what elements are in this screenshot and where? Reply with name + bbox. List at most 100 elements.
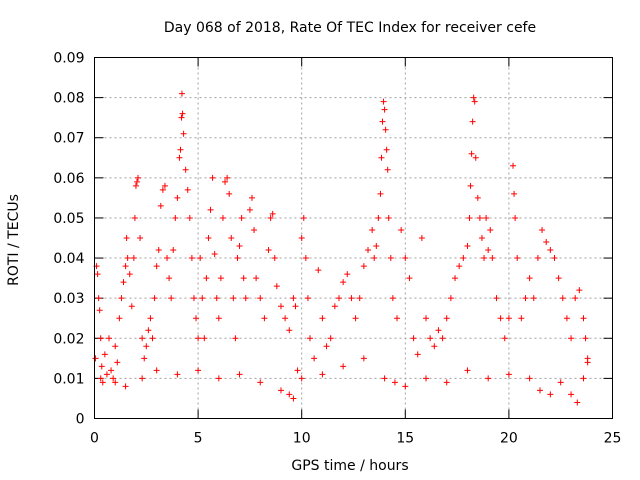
data-point <box>470 94 477 101</box>
data-point <box>456 263 463 270</box>
data-point <box>512 214 519 221</box>
data-point <box>381 375 388 382</box>
data-point <box>108 367 115 374</box>
y-tick-label: 0.07 <box>53 131 84 147</box>
data-point <box>410 335 417 342</box>
data-point <box>205 235 212 241</box>
data-point <box>526 375 533 382</box>
data-point <box>172 214 179 221</box>
data-point <box>435 327 442 334</box>
x-tick-label: 20 <box>500 431 518 447</box>
data-point <box>261 315 268 322</box>
data-point <box>574 399 581 406</box>
data-point <box>236 243 243 250</box>
data-point <box>369 226 376 233</box>
data-point <box>505 315 512 322</box>
data-point <box>398 226 405 233</box>
data-point <box>186 214 193 221</box>
data-point <box>323 343 330 350</box>
data-point <box>547 391 554 398</box>
data-point <box>501 335 508 342</box>
data-point <box>530 295 537 302</box>
data-point <box>380 98 387 105</box>
data-point <box>406 275 413 282</box>
y-tick-labels: 0 0.01 0.02 0.03 0.04 0.05 0.06 0.07 0.08 0.09 <box>53 51 84 428</box>
data-point <box>153 367 160 374</box>
data-point <box>557 379 564 386</box>
data-point <box>133 178 140 185</box>
data-point <box>257 295 264 302</box>
data-point <box>197 255 204 262</box>
data-point <box>539 226 546 233</box>
x-tick-label: 25 <box>604 431 622 447</box>
data-point <box>94 271 101 278</box>
data-point <box>137 235 144 241</box>
data-point <box>472 154 479 161</box>
data-point <box>467 182 474 189</box>
data-point <box>226 190 233 197</box>
data-point <box>294 367 301 374</box>
data-point <box>340 363 347 370</box>
data-point <box>460 255 467 262</box>
data-point <box>118 295 125 302</box>
data-point <box>193 315 200 322</box>
data-point <box>286 327 293 334</box>
data-point <box>485 375 492 382</box>
data-point <box>580 315 587 322</box>
data-point <box>222 178 229 185</box>
data-point <box>481 255 488 262</box>
data-point <box>174 371 181 378</box>
y-tick-label: 0 <box>76 412 85 428</box>
data-point <box>381 106 388 113</box>
data-point <box>122 383 129 390</box>
data-point <box>290 295 297 302</box>
data-point <box>439 335 446 342</box>
data-point <box>526 275 533 282</box>
data-point <box>184 186 191 193</box>
data-point <box>298 235 305 241</box>
data-point <box>402 255 409 262</box>
data-point <box>267 214 274 221</box>
data-point <box>315 267 322 274</box>
data-point <box>151 295 158 302</box>
data-point <box>215 315 222 322</box>
data-point <box>360 263 367 270</box>
data-point <box>124 255 131 262</box>
data-point <box>559 295 566 302</box>
data-point <box>469 118 476 125</box>
data-point <box>195 335 202 342</box>
data-point <box>164 255 171 262</box>
data-point <box>476 214 483 221</box>
data-point <box>319 371 326 378</box>
data-point <box>389 295 396 302</box>
data-point <box>211 251 218 258</box>
data-point <box>335 295 342 302</box>
data-point <box>269 210 276 217</box>
data-point <box>277 303 284 310</box>
data-point <box>505 371 512 378</box>
data-point <box>246 206 253 213</box>
data-point <box>153 263 160 270</box>
data-point <box>418 235 425 241</box>
data-point <box>352 315 359 322</box>
data-point <box>464 243 471 250</box>
data-point <box>143 343 150 350</box>
data-point <box>265 247 272 254</box>
data-point <box>135 174 142 181</box>
data-point <box>286 391 293 398</box>
data-point <box>103 371 110 378</box>
data-point <box>298 375 305 382</box>
data-point <box>132 182 139 189</box>
data-point <box>178 114 185 121</box>
data-point <box>497 315 504 322</box>
y-axis-label: ROTI / TECUs <box>6 194 22 286</box>
data-point <box>110 375 117 382</box>
data-point <box>230 295 237 302</box>
data-point <box>126 271 133 278</box>
data-point <box>114 359 121 366</box>
data-point <box>493 295 500 302</box>
data-point <box>180 130 187 137</box>
data-point <box>195 367 202 374</box>
data-point <box>149 335 156 342</box>
data-point <box>373 243 380 250</box>
